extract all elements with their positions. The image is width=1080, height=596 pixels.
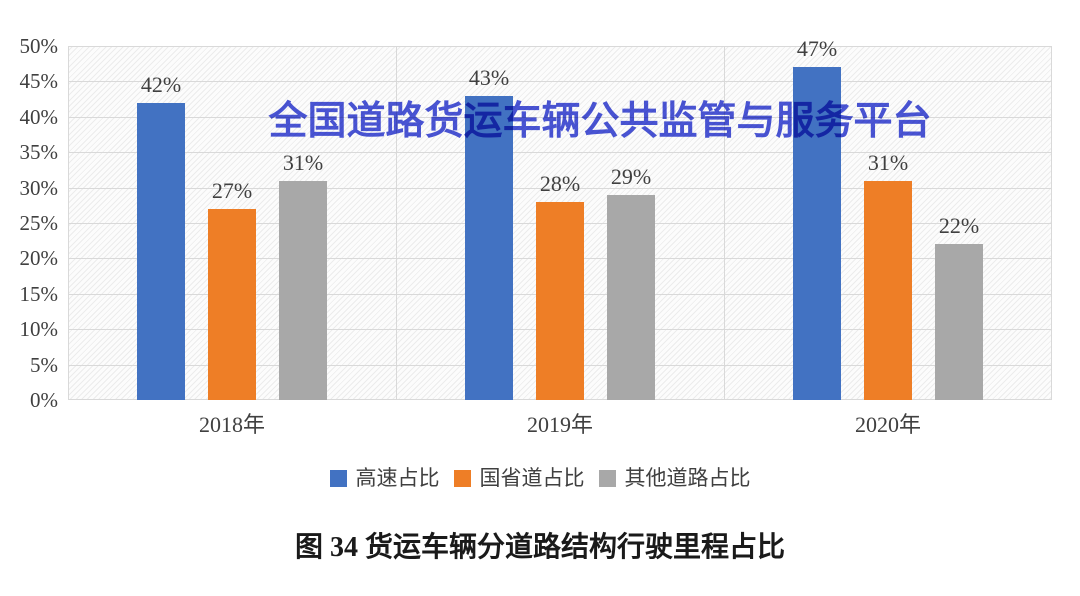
bar-wrap: 22% (935, 213, 983, 400)
x-axis-category-label: 2018年 (198, 412, 265, 437)
bar-wrap: 43% (465, 65, 513, 400)
bar-其他道路占比 (279, 180, 327, 400)
bar-value-label: 31% (282, 149, 324, 175)
bar-高速占比 (137, 102, 185, 400)
bar-group: 43% 28% 29% (465, 65, 655, 400)
bar-wrap: 27% (208, 178, 256, 400)
bar-value-label: 31% (867, 149, 909, 175)
legend-label: 国省道占比 (479, 466, 585, 490)
y-axis-tick-label: 25% (19, 211, 59, 235)
legend-swatch-icon (329, 469, 347, 487)
x-axis: 2018年 2019年 2020年 (68, 412, 1052, 442)
bar-高速占比 (465, 95, 513, 400)
y-axis-tick-label: 0% (30, 388, 58, 412)
legend-item: 国省道占比 (453, 466, 585, 490)
bar-国省道占比 (864, 180, 912, 400)
bar-value-label: 43% (468, 64, 510, 90)
bar-group: 42% 27% 31% (137, 72, 327, 400)
bar-高速占比 (793, 67, 841, 400)
y-axis-tick-label: 30% (19, 175, 59, 200)
legend-label: 其他道路占比 (624, 466, 751, 490)
gridline-h (68, 187, 1052, 189)
bar-wrap: 47% (793, 36, 841, 400)
y-axis-tick-label: 35% (19, 140, 59, 165)
bar-wrap: 42% (137, 72, 185, 400)
bar-wrap: 29% (607, 164, 655, 400)
y-axis: 0% 5% 10% 15% 20% 25% 30% 35% 40% 45% 50% (0, 34, 59, 412)
legend-label: 高速占比 (355, 466, 440, 490)
gridline-v (1051, 46, 1052, 400)
legend-swatch-icon (598, 469, 616, 487)
y-axis-tick-label: 5% (30, 352, 58, 377)
legend: 高速占比 国省道占比 其他道路占比 (0, 466, 1080, 490)
y-axis-tick-label: 10% (19, 317, 59, 342)
legend-item: 其他道路占比 (598, 466, 751, 490)
gridline-v (724, 46, 725, 400)
bar-其他道路占比 (607, 194, 655, 400)
gridline-h (68, 152, 1052, 154)
y-axis-tick-label: 20% (19, 246, 59, 271)
bar-value-label: 22% (938, 213, 980, 239)
gridline-h (68, 116, 1052, 118)
bar-value-label: 27% (211, 177, 253, 203)
bar-value-label: 28% (539, 170, 581, 196)
bar-value-label: 29% (610, 163, 652, 189)
gridline-v (68, 46, 69, 400)
gridline-h (68, 46, 1052, 47)
y-axis-tick-label: 50% (19, 34, 59, 58)
plot-area: 42% 27% 31% 43% 28% 29% 47% 31% 22% (68, 36, 1052, 400)
bar-wrap: 31% (864, 150, 912, 400)
legend-item: 高速占比 (329, 466, 440, 490)
y-axis-tick-label: 45% (19, 69, 59, 94)
y-axis-tick-label: 15% (19, 281, 59, 306)
y-axis-tick-label: 40% (19, 104, 59, 129)
bar-group: 47% 31% 22% (793, 36, 983, 400)
bar-其他道路占比 (935, 244, 983, 400)
bar-国省道占比 (208, 208, 256, 400)
gridline-v (396, 46, 397, 400)
x-axis-category-label: 2020年 (854, 412, 921, 437)
bar-国省道占比 (536, 201, 584, 400)
bar-value-label: 42% (140, 71, 182, 97)
legend-swatch-icon (453, 469, 471, 487)
x-axis-category-label: 2019年 (526, 412, 593, 437)
figure-caption: 图 34 货运车辆分道路结构行驶里程占比 (294, 532, 785, 563)
bar-wrap: 31% (279, 150, 327, 400)
gridline-h (68, 81, 1052, 83)
bar-wrap: 28% (536, 171, 584, 400)
bar-value-label: 47% (796, 36, 838, 62)
